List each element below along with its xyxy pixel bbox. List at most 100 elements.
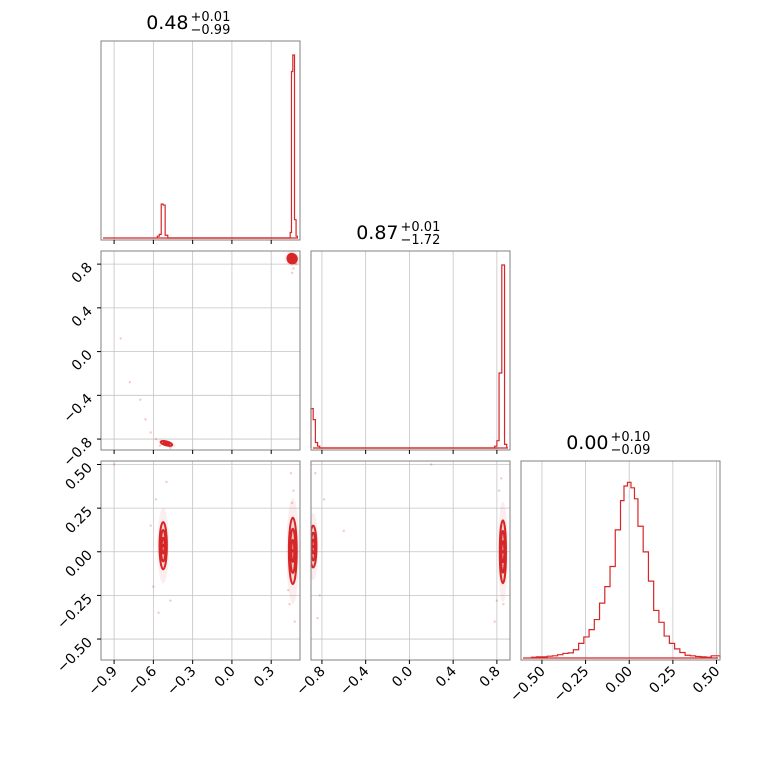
param-value: 0.00 <box>566 432 608 454</box>
param-plus: +0.01 <box>401 220 441 235</box>
param-minus: −1.72 <box>401 233 441 248</box>
scatter-point <box>112 463 116 466</box>
scatter-point <box>288 602 291 606</box>
x-tick-label: 0.50 <box>690 664 723 697</box>
hist-panel-0 <box>100 40 301 241</box>
scatter-point <box>149 431 152 434</box>
scatter-point <box>289 472 293 475</box>
scatter-point <box>290 271 294 275</box>
hist-series <box>310 264 508 449</box>
y-tick-label: −0.50 <box>54 635 96 677</box>
scatter-point <box>157 611 160 615</box>
scatter-point <box>318 594 321 597</box>
panel-bg <box>101 461 300 660</box>
y-tick-label: 0.4 <box>69 303 96 330</box>
hist-series <box>156 54 298 239</box>
scatter-point <box>128 381 132 384</box>
panel-frame <box>310 460 511 661</box>
scatter-point <box>430 463 433 466</box>
contour-peak <box>290 257 294 261</box>
scatter-point <box>149 524 152 527</box>
ticks-2-0 <box>97 463 272 664</box>
titles-layer: 0.48 +0.01−0.990.87 +0.01−1.720.00 +0.10−0.… <box>146 10 650 458</box>
ticks-0-0 <box>113 240 272 244</box>
scatter-point <box>139 398 142 401</box>
scatter-point <box>290 501 294 505</box>
contour-panel-1-2 <box>310 460 511 661</box>
param-value: 0.48 <box>146 12 188 34</box>
x-tick-label: −0.6 <box>125 663 160 698</box>
x-tick-label: 0.25 <box>646 664 679 697</box>
ticks-2-2 <box>541 660 718 664</box>
contour-peak <box>291 549 295 553</box>
contour-peak <box>164 441 169 446</box>
y-tick-label: −0.25 <box>54 591 96 633</box>
contour-panel-0-1 <box>100 250 301 451</box>
y-tick-label: 0.0 <box>69 347 96 374</box>
hist-panel-2 <box>520 460 721 661</box>
x-tick-label: 0.0 <box>212 664 239 691</box>
panel-frame <box>310 250 511 451</box>
param-title-1: 0.87 +0.01−1.72 <box>356 220 440 248</box>
param-minus: −0.99 <box>191 23 231 38</box>
panel-bg <box>101 251 300 450</box>
scatter-point <box>165 480 168 484</box>
scatter-point <box>493 620 496 623</box>
param-plus: +0.01 <box>191 10 231 25</box>
ticks-1-0 <box>97 263 272 454</box>
param-minus: −0.09 <box>611 443 651 458</box>
x-tick-label: −0.50 <box>507 664 549 706</box>
contour-panel-0-2 <box>100 460 301 661</box>
scatter-point <box>497 489 501 492</box>
param-title-2: 0.00 +0.10−0.09 <box>566 430 650 458</box>
contour-content <box>119 251 300 450</box>
scatter-point <box>154 437 158 441</box>
scatter-point <box>292 489 295 492</box>
scatter-point <box>292 267 295 270</box>
panel-frame <box>100 40 301 241</box>
panels-layer: −0.9 −0.6 −0.3 0.0 0.3 −0.8 −0.4 0.0 0.4 0.8 −0.50… <box>54 40 723 706</box>
scatter-point <box>119 337 122 340</box>
panel-frame <box>100 460 301 661</box>
scatter-point <box>316 616 319 620</box>
x-tick-label: −0.3 <box>164 664 199 699</box>
ticks-2-1 <box>321 660 498 664</box>
scatter-point <box>314 472 317 475</box>
x-tick-label: −0.9 <box>86 664 121 699</box>
x-tick-label: 0.8 <box>477 664 504 691</box>
scatter-point <box>158 444 162 447</box>
x-tick-label: −0.8 <box>293 664 328 699</box>
hist-panel-1 <box>310 250 511 451</box>
scatter-point <box>152 585 155 588</box>
contour-content <box>311 463 508 623</box>
x-tick-label: 0.00 <box>603 664 636 697</box>
y-tick-label: 0.00 <box>62 547 95 580</box>
param-title-0: 0.48 +0.01−0.99 <box>146 10 230 38</box>
panel-frame <box>100 250 301 451</box>
scatter-point <box>342 529 346 533</box>
scatter-point <box>169 446 172 450</box>
panel-bg <box>311 251 510 450</box>
panel-bg <box>521 461 720 660</box>
scatter-point <box>154 498 158 501</box>
scatter-point <box>287 588 290 592</box>
scatter-point <box>500 477 503 480</box>
x-tick-label: 0.0 <box>389 664 416 691</box>
x-tick-label: 0.3 <box>251 664 278 691</box>
x-tick-label: −0.25 <box>551 664 593 706</box>
contour-peak <box>161 544 165 548</box>
scatter-point <box>293 620 296 623</box>
scatter-point <box>144 418 147 421</box>
contour-content <box>112 463 300 623</box>
param-value: 0.87 <box>356 222 398 244</box>
ticks-1-1 <box>321 450 498 454</box>
contour-peak <box>501 550 505 554</box>
y-tick-label: 0.25 <box>62 504 95 537</box>
scatter-point <box>169 599 172 602</box>
scatter-point <box>502 602 505 606</box>
param-plus: +0.10 <box>611 430 651 445</box>
panel-bg <box>101 41 300 240</box>
y-tick-label: −0.4 <box>60 391 95 426</box>
y-tick-label: 0.8 <box>69 260 96 287</box>
